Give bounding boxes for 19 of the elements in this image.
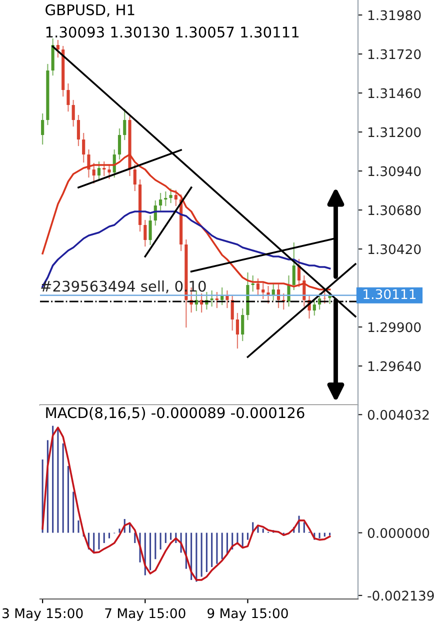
y-tick-label: 1.31720	[368, 49, 421, 60]
chart-title: GBPUSD, H1	[46, 4, 134, 17]
y-tick-label: 0.004032	[368, 410, 429, 420]
y-tick-label: 1.30420	[368, 244, 421, 254]
ref-line-label: 1.30111	[364, 289, 416, 300]
y-tick-label: -0.002139	[368, 590, 434, 601]
y-tick-label: 1.31980	[368, 10, 421, 20]
y-tick-label: 0.000000	[368, 528, 430, 538]
x-tick-label: 7 May 15:00	[105, 608, 186, 621]
y-tick-label: 1.30680	[368, 205, 421, 216]
y-tick-label: 1.29900	[368, 322, 421, 332]
y-tick-label: 1.31460	[368, 88, 421, 98]
x-tick-label: 9 May 15:00	[208, 608, 288, 621]
chart-title: MACD(8,16,5) -0.000089 -0.000126	[46, 406, 304, 420]
x-tick-label: 3 May 15:00	[2, 608, 83, 621]
y-tick-label: 1.29640	[368, 361, 421, 372]
text: 1.30093 1.30130 1.30057 1.30111	[46, 26, 299, 38]
y-tick-label: 1.31200	[368, 127, 421, 138]
y-tick-label: 1.30940	[368, 166, 421, 176]
